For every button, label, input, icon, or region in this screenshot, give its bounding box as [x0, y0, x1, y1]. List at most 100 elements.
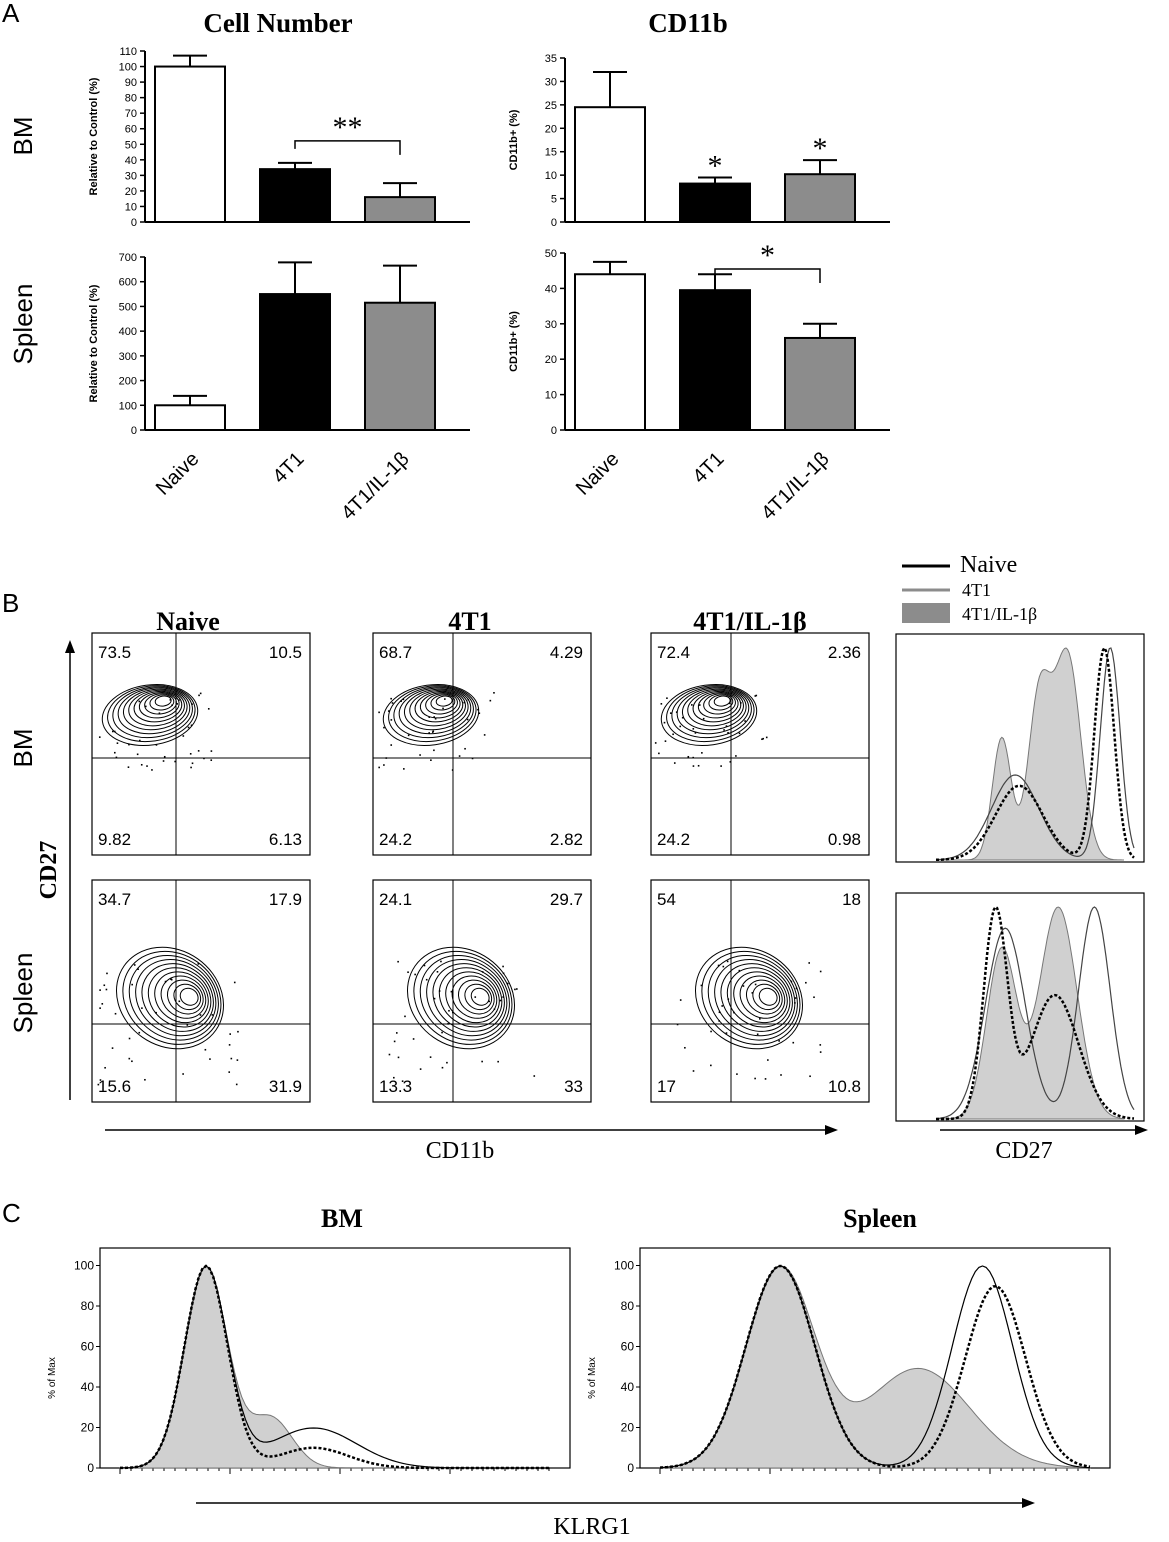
x-tick-label: 4T1/IL-1β — [337, 448, 413, 524]
y-axis-label: Relative to Control (%) — [88, 284, 100, 402]
event-dot — [429, 1056, 432, 1058]
contour-level — [435, 695, 453, 707]
contour-level — [720, 963, 793, 1032]
contour-level — [425, 693, 458, 715]
event-dot — [808, 962, 811, 964]
flow-plot-frame — [372, 632, 592, 856]
event-dot — [448, 1009, 450, 1012]
event-dot — [751, 992, 754, 994]
event-dot — [390, 719, 393, 721]
event-dot — [502, 996, 504, 998]
flow-plot-bm-2: 72.4 2.36 24.2 0.98 — [650, 632, 870, 856]
bar-1 — [679, 182, 751, 224]
event-dot — [725, 725, 728, 727]
event-dot — [101, 1003, 104, 1005]
event-dot — [170, 978, 173, 981]
event-dot — [139, 739, 141, 742]
event-dot — [211, 1014, 214, 1016]
event-dot — [481, 1060, 483, 1063]
event-dot — [466, 718, 469, 721]
quadrant-ul-value: 24.1 — [379, 890, 412, 909]
event-dot — [488, 1000, 490, 1003]
event-dot — [727, 998, 730, 1000]
event-dot — [393, 1076, 395, 1079]
col-title-naive: Naive — [156, 607, 220, 636]
event-dot — [754, 1077, 756, 1080]
y-tick-label: 20 — [545, 123, 557, 135]
event-dot — [428, 732, 430, 734]
contour-level — [458, 979, 495, 1015]
event-dot — [805, 981, 807, 984]
event-dot — [111, 1047, 114, 1049]
hist-arrowhead-icon — [1135, 1125, 1148, 1135]
event-dot — [795, 987, 798, 990]
event-dot — [401, 1080, 404, 1082]
event-dot — [383, 764, 385, 766]
event-dot — [155, 744, 158, 746]
event-dot — [419, 1068, 422, 1070]
event-dot — [819, 1044, 822, 1046]
significance-bracket — [294, 140, 401, 155]
quadrant-ur-value: 4.29 — [550, 643, 583, 662]
significance-stars: ** — [333, 111, 363, 144]
quadrant-ur-value: 18 — [842, 890, 861, 909]
hist-x-label-cd27: CD27 — [995, 1138, 1052, 1164]
flow-plot-bm-0: 73.5 10.5 9.82 6.13 — [91, 632, 311, 856]
bar-1 — [259, 293, 331, 432]
event-dot — [210, 759, 213, 761]
event-dot — [144, 1078, 146, 1081]
x-tick-label: Naive — [572, 448, 624, 500]
event-dot — [691, 704, 693, 706]
event-dot — [692, 1070, 695, 1072]
event-dot — [506, 982, 509, 985]
event-dot — [404, 1015, 406, 1018]
bar-0 — [574, 273, 646, 431]
event-dot — [235, 1083, 238, 1086]
panel-c: BM Spleen 0 20 40 60 80 100 % of Max 0 20 40 60 80 1… — [47, 1204, 1111, 1540]
y-tick-label: 100 — [119, 400, 137, 412]
event-dot — [654, 742, 657, 744]
event-dot — [178, 1000, 181, 1003]
event-dot — [451, 769, 454, 771]
event-dot — [128, 1057, 131, 1060]
event-dot — [191, 703, 193, 705]
event-dot — [441, 1066, 444, 1069]
event-dot — [754, 695, 757, 697]
event-dot — [441, 1031, 443, 1034]
event-dot — [141, 1007, 143, 1009]
event-dot — [190, 766, 192, 769]
event-dot — [407, 734, 410, 737]
bar-chart-2: 0 100 200 300 400 500 600 700 Relative to Contro… — [88, 252, 470, 524]
flow-plot-frame — [650, 879, 870, 1103]
quadrant-lr-value: 0.98 — [828, 830, 861, 849]
x-tick-label: 4T1 — [689, 448, 729, 488]
event-dot — [198, 694, 200, 697]
event-dot — [169, 699, 172, 701]
histogram-naive — [936, 645, 1135, 862]
hist-legend: Naive 4T1 4T1/IL-1β — [902, 552, 1037, 624]
contour-level — [147, 967, 212, 1028]
event-dot — [207, 708, 210, 710]
y-tick-label: 70 — [125, 108, 137, 120]
event-dot — [450, 990, 453, 993]
event-dot — [433, 997, 436, 1000]
event-dot — [672, 733, 674, 736]
chart-title-cell-number: Cell Number — [203, 8, 352, 38]
contour-level — [414, 690, 464, 723]
event-dot — [138, 1031, 141, 1034]
y-tick-label: 0 — [87, 1461, 94, 1475]
legend-swatch-4t1-il1b — [902, 603, 950, 623]
x-tick-label: 4T1/IL-1β — [757, 448, 833, 524]
row-label-b-spleen: Spleen — [8, 953, 38, 1034]
event-dot — [97, 1083, 100, 1086]
event-dot — [423, 964, 426, 967]
event-dot — [673, 762, 676, 764]
event-dot — [99, 1007, 101, 1009]
event-dot — [229, 1033, 231, 1035]
histogram-naive — [936, 905, 1135, 1121]
event-dot — [203, 757, 205, 760]
event-dot — [755, 694, 758, 697]
quadrant-ul-value: 34.7 — [98, 890, 131, 909]
event-dot — [813, 996, 815, 999]
event-dot — [155, 1011, 157, 1014]
